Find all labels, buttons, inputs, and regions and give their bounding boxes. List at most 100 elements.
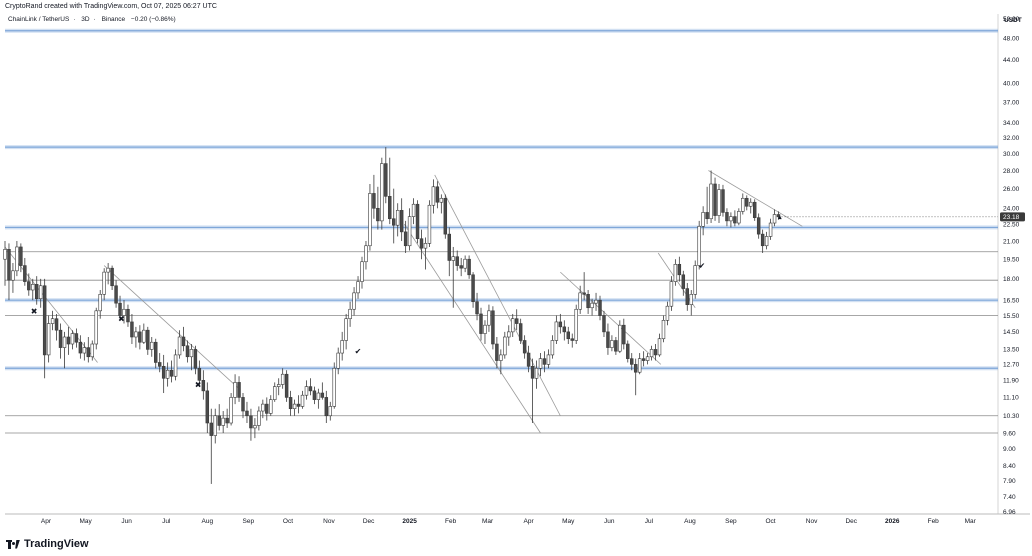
candle-body[interactable] [491,310,495,345]
candle-body[interactable] [407,216,412,247]
candle-body[interactable] [304,386,309,396]
candle-body[interactable] [459,265,463,269]
candle-body[interactable] [630,358,634,365]
candle-body[interactable] [50,318,55,324]
candle-body[interactable] [106,267,110,273]
candle-body[interactable] [455,256,459,266]
annotation-marker[interactable]: ✖ [31,307,38,316]
candle-body[interactable] [292,403,297,410]
candle-body[interactable] [161,366,166,379]
candle-body[interactable] [463,258,467,269]
candle-body[interactable] [90,343,94,358]
candle-body[interactable] [154,341,158,363]
candle-body[interactable] [185,345,190,358]
candle-body[interactable] [637,358,642,373]
candle-body[interactable] [316,392,321,400]
candle-body[interactable] [764,236,769,247]
candle-body[interactable] [653,349,658,356]
candle-body[interactable] [546,354,551,365]
candle-body[interactable] [471,274,475,302]
candle-body[interactable] [558,321,563,328]
candle-body[interactable] [705,212,709,220]
candle-body[interactable] [300,394,305,407]
candle-body[interactable] [372,193,376,209]
candle-body[interactable] [752,201,757,218]
candle-body[interactable] [562,326,567,333]
candle-body[interactable] [514,318,519,324]
candle-body[interactable] [70,333,75,345]
candle-body[interactable] [336,352,340,369]
candle-body[interactable] [717,189,721,216]
candle-body[interactable] [582,292,586,295]
candle-body[interactable] [677,263,682,276]
candle-body[interactable] [213,415,217,436]
candle-body[interactable] [340,340,344,354]
candle-body[interactable] [74,333,79,343]
candle-body[interactable] [165,369,170,379]
candle-body[interactable] [19,246,23,266]
candle-body[interactable] [82,347,87,354]
candle-body[interactable] [126,308,130,323]
candle-body[interactable] [439,197,444,203]
candle-body[interactable] [265,403,269,414]
candle-body[interactable] [618,324,622,352]
candle-body[interactable] [229,397,233,424]
candle-body[interactable] [98,294,102,312]
candle-body[interactable] [633,364,638,373]
candle-body[interactable] [665,305,670,321]
candle-body[interactable] [217,415,221,426]
candle-body[interactable] [443,197,448,235]
candle-body[interactable] [602,315,606,333]
candle-body[interactable] [245,410,249,417]
candle-body[interactable] [681,274,686,289]
candle-body[interactable] [772,214,777,224]
candle-body[interactable] [42,285,47,356]
candle-body[interactable] [503,336,507,356]
candle-body[interactable] [257,410,261,426]
candle-body[interactable] [388,196,392,220]
candle-body[interactable] [403,231,408,247]
candle-body[interactable] [570,338,574,341]
candle-body[interactable] [578,292,582,310]
candle-body[interactable] [11,270,15,281]
candle-body[interactable] [35,284,39,300]
candle-body[interactable] [189,349,194,358]
candle-body[interactable] [66,336,71,345]
candle-body[interactable] [475,301,479,315]
candle-body[interactable] [479,313,483,334]
candle-body[interactable] [368,193,372,247]
candle-body[interactable] [741,197,745,212]
candle-body[interactable] [669,281,674,307]
candle-body[interactable] [360,261,364,282]
candle-body[interactable] [614,340,618,352]
candle-body[interactable] [261,403,265,412]
candle-body[interactable] [344,318,348,341]
annotation-marker[interactable]: ✖ [118,315,125,324]
candle-body[interactable] [487,310,491,326]
candle-body[interactable] [550,340,555,356]
candle-body[interactable] [733,216,737,224]
candle-body[interactable] [768,222,773,237]
candle-body[interactable] [697,226,701,266]
candle-body[interactable] [534,367,539,379]
candle-body[interactable] [288,397,293,410]
candle-body[interactable] [15,246,19,272]
candle-body[interactable] [399,210,404,233]
candle-body[interactable] [411,203,416,217]
candle-body[interactable] [689,294,693,305]
candle-body[interactable] [332,367,336,407]
candle-body[interactable] [233,382,237,398]
candle-body[interactable] [209,422,213,436]
candle-body[interactable] [586,294,590,309]
candle-body[interactable] [447,233,451,261]
candle-body[interactable] [201,380,206,392]
candle-body[interactable] [348,308,352,320]
candle-body[interactable] [280,373,285,385]
candle-body[interactable] [721,189,725,213]
candle-body[interactable] [134,331,138,338]
candle-body[interactable] [296,403,301,407]
annotation-marker[interactable]: ✔ [698,262,705,271]
interval-label[interactable]: 3D [81,16,90,23]
candle-body[interactable] [205,390,210,424]
